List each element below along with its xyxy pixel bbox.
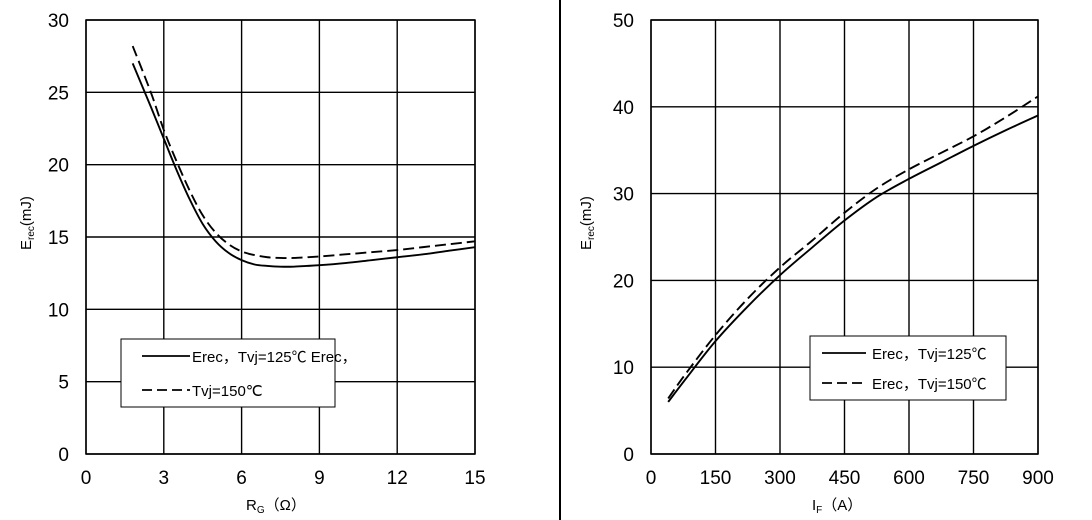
right-x-tick-label: 450 xyxy=(829,468,861,489)
panel-divider xyxy=(559,0,561,520)
right-x-ticks: 0 150 300 450 600 750 900 xyxy=(646,468,1054,489)
left-legend-line-1: Erec，Tvj=125℃ Erec， xyxy=(192,349,357,366)
right-y-tick-label: 50 xyxy=(613,11,634,32)
right-y-tick-label: 20 xyxy=(613,271,634,292)
right-plot-frame xyxy=(650,19,1039,455)
left-y-tick-label: 20 xyxy=(48,156,69,177)
right-legend-line-2: Erec，Tvj=150℃ xyxy=(872,376,987,393)
left-y-axis-label: Erec(mJ) xyxy=(18,196,37,250)
right-series xyxy=(667,95,1038,403)
left-series-tvj150-line xyxy=(131,45,475,260)
right-series-tvj150-line xyxy=(667,95,1038,399)
right-chart: 0 150 300 450 600 750 900 0 10 20 30 40 50 IF（A） Er… xyxy=(578,11,1054,516)
left-y-tick-label: 30 xyxy=(48,11,69,32)
right-y-tick-label: 30 xyxy=(613,185,634,206)
left-x-tick-label: 15 xyxy=(464,468,485,489)
left-x-tick-label: 12 xyxy=(387,468,408,489)
left-legend-line-2: Tvj=150℃ xyxy=(192,383,263,400)
left-x-tick-label: 3 xyxy=(159,468,170,489)
right-legend-line-1: Erec，Tvj=125℃ xyxy=(872,346,987,363)
left-x-tick-label: 0 xyxy=(81,468,92,489)
left-x-tick-label: 9 xyxy=(314,468,325,489)
left-plot-frame xyxy=(85,19,476,455)
right-x-tick-label: 900 xyxy=(1022,468,1054,489)
right-legend: Erec，Tvj=125℃ Erec，Tvj=150℃ xyxy=(809,335,1007,401)
left-y-tick-label: 15 xyxy=(48,228,69,249)
left-legend: Erec，Tvj=125℃ Erec， Tvj=150℃ xyxy=(120,338,357,408)
left-y-ticks: 0 5 10 15 20 25 30 xyxy=(48,11,69,466)
right-x-tick-label: 0 xyxy=(646,468,657,489)
left-chart: 0 3 6 9 12 15 0 5 10 15 20 25 30 RG（Ω） Erec(mJ) Ere… xyxy=(18,11,486,516)
right-y-tick-label: 0 xyxy=(623,445,634,466)
left-series xyxy=(131,45,475,268)
left-y-tick-label: 25 xyxy=(48,83,69,104)
right-y-tick-label: 40 xyxy=(613,98,634,119)
left-y-tick-label: 5 xyxy=(58,373,69,394)
right-x-axis-label: IF（A） xyxy=(812,497,862,516)
right-y-tick-label: 10 xyxy=(613,358,634,379)
left-legend-box xyxy=(120,338,336,408)
left-x-axis-label: RG（Ω） xyxy=(246,497,306,516)
right-series-tvj125-line xyxy=(667,114,1038,403)
left-series-tvj125-line xyxy=(131,63,475,268)
left-y-tick-label: 0 xyxy=(58,445,69,466)
left-y-tick-label: 10 xyxy=(48,300,69,321)
left-x-ticks: 0 3 6 9 12 15 xyxy=(81,468,486,489)
left-x-tick-label: 6 xyxy=(236,468,247,489)
right-x-tick-label: 150 xyxy=(700,468,732,489)
right-x-tick-label: 600 xyxy=(893,468,925,489)
right-x-tick-label: 750 xyxy=(958,468,990,489)
right-legend-box xyxy=(809,335,1007,401)
right-y-ticks: 0 10 20 30 40 50 xyxy=(613,11,634,466)
right-y-axis-label: Erec(mJ) xyxy=(578,196,597,250)
right-x-tick-label: 300 xyxy=(764,468,796,489)
